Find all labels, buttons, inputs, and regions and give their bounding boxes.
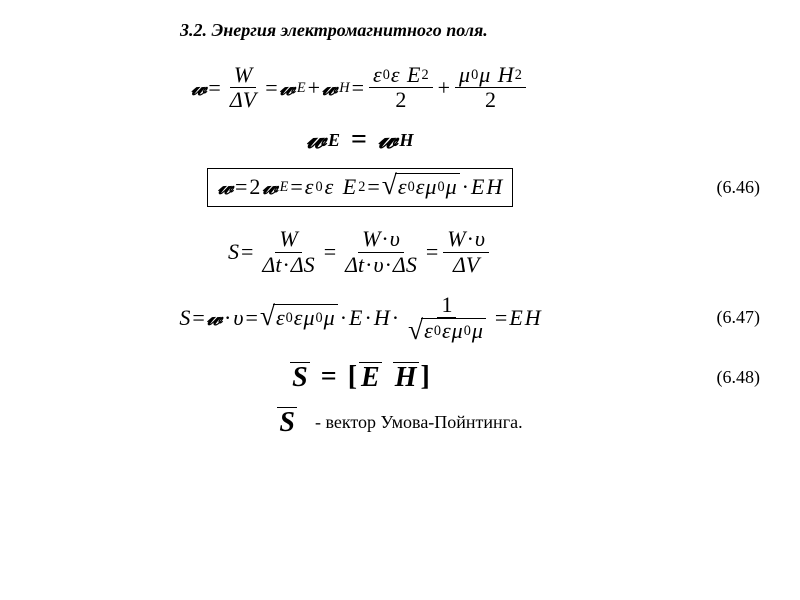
math-flux-density: S = W Δt · ΔS = W · υ (228, 227, 492, 276)
section-number: 3.2. (180, 20, 207, 40)
equation-6-47: S = 𝓌 · υ = √ ε0 ε μ0 μ · E · (40, 293, 760, 343)
math-6-47: S = 𝓌 · υ = √ ε0 ε μ0 μ · E · (179, 293, 540, 343)
section-heading: Энергия электромагнитного поля. (212, 20, 488, 40)
math-6-46: 𝓌 = 2 𝓌E = ε0 ε E2 = √ ε0 ε μ0 μ (207, 168, 514, 207)
math-we-wh: 𝓌E = 𝓌H (306, 124, 413, 156)
math-energy-density: 𝓌 = W ΔV = 𝓌E + 𝓌H = ε0 ε E2 2 (191, 63, 529, 112)
equation-6-48: S = [ E H ] (6.48) (40, 361, 760, 393)
eqnum-6-46: (6.46) (680, 177, 760, 198)
equation-we-wh: 𝓌E = 𝓌H (40, 124, 760, 156)
poynting-symbol: S (277, 407, 297, 437)
equation-flux-density: S = W Δt · ΔS = W · υ (40, 227, 760, 276)
poynting-caption: - вектор Умова-Пойнтинга. (315, 412, 523, 433)
eqnum-6-48: (6.48) (680, 367, 760, 388)
equation-6-46: 𝓌 = 2 𝓌E = ε0 ε E2 = √ ε0 ε μ0 μ (40, 168, 760, 207)
math-6-48: S = [ E H ] (290, 361, 430, 393)
poynting-caption-row: S - вектор Умова-Пойнтинга. (40, 407, 760, 437)
page: 3.2. Энергия электромагнитного поля. 𝓌 =… (0, 0, 800, 600)
section-title: 3.2. Энергия электромагнитного поля. (180, 20, 760, 41)
equation-energy-density: 𝓌 = W ΔV = 𝓌E + 𝓌H = ε0 ε E2 2 (40, 63, 760, 112)
eqnum-6-47: (6.47) (680, 307, 760, 328)
